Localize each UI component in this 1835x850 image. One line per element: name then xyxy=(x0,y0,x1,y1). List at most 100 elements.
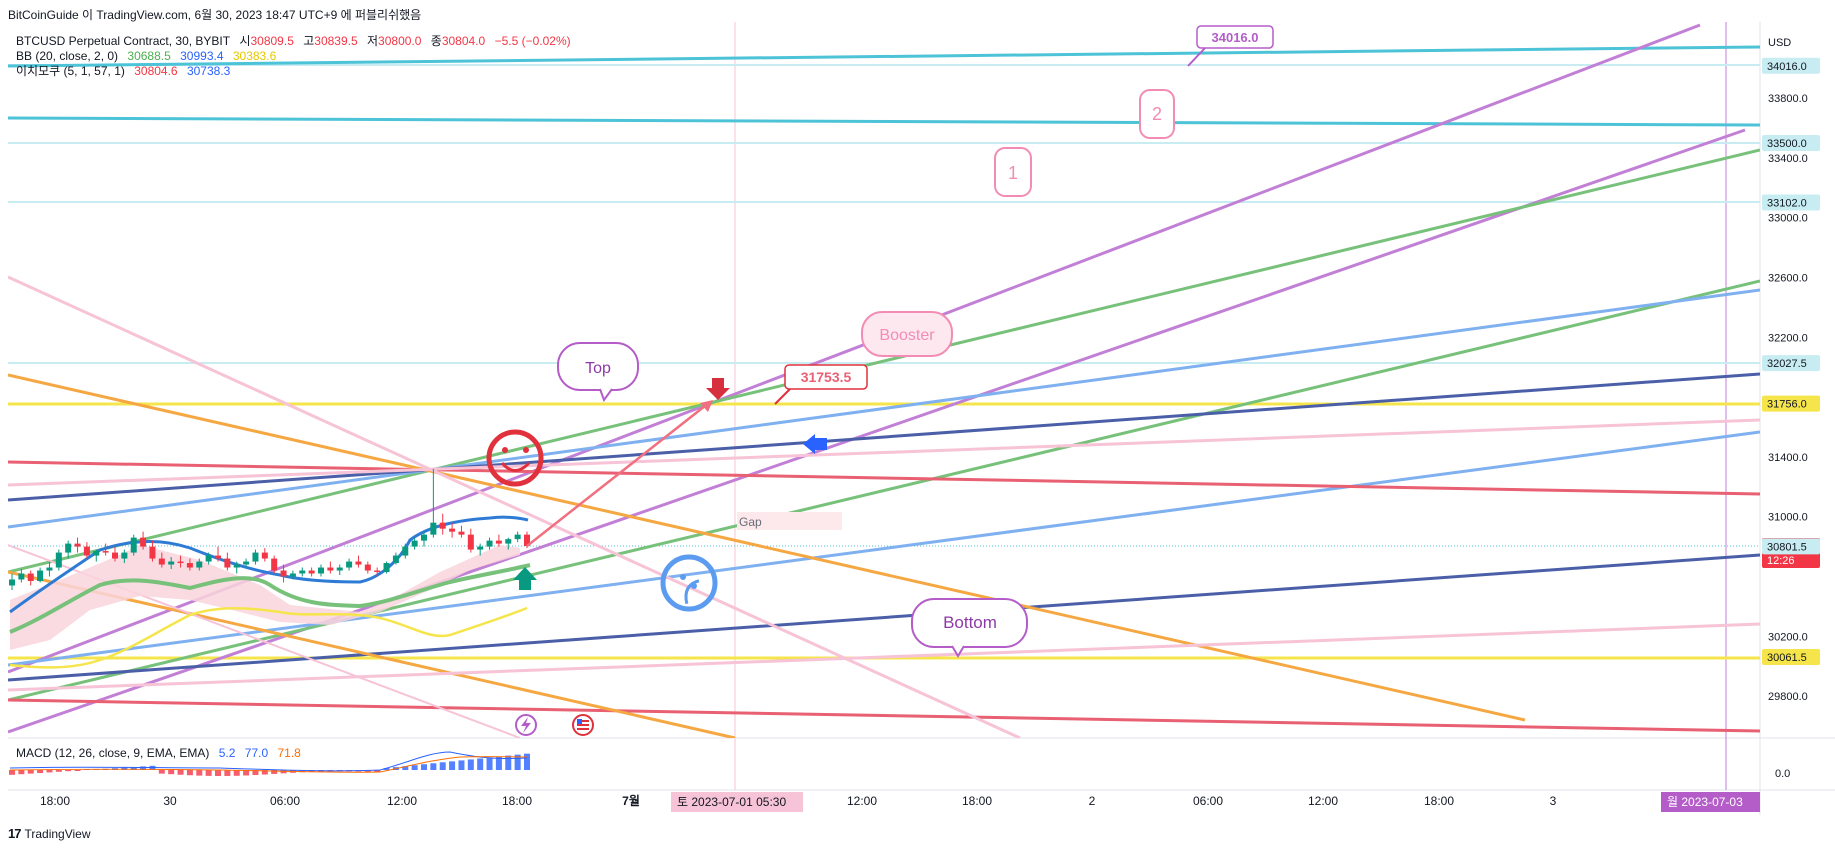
candle-body xyxy=(27,573,34,581)
trend-red-1 xyxy=(8,460,1760,496)
candle-body xyxy=(130,537,137,553)
ichimoku-row: 이치모쿠 (5, 1, 57, 1) 30804.6 30738.3 xyxy=(16,64,577,79)
wave-2-label: 2 xyxy=(1139,89,1175,139)
trend-pink-2 xyxy=(8,418,1760,487)
price-badge xyxy=(1762,134,1820,151)
candle-body xyxy=(449,528,456,532)
candle-body xyxy=(355,561,362,565)
macd-bar xyxy=(224,770,231,776)
sad-face-icon xyxy=(660,554,718,612)
bb-row: BB (20, close, 2, 0) 30688.5 30993.4 303… xyxy=(16,49,577,64)
candle-body xyxy=(177,561,184,564)
macd-bar xyxy=(158,770,165,774)
macd-bar xyxy=(261,770,268,775)
time-badge xyxy=(671,792,803,812)
callout-target: 31753.5 xyxy=(774,364,868,405)
projection-arrowhead xyxy=(700,400,713,412)
price-tick: 31000.0 xyxy=(1768,512,1808,524)
tradingview-logo[interactable]: 17 xyxy=(8,826,22,841)
ichimoku-cloud xyxy=(10,545,520,650)
time-tick: 7월 xyxy=(622,793,640,808)
bb-basis-line xyxy=(9,563,531,634)
bb-upper-line xyxy=(9,515,529,614)
macd-value-3: 71.8 xyxy=(277,746,301,760)
macd-bar xyxy=(299,770,306,773)
time-tick: 06:00 xyxy=(1193,794,1223,808)
candle-body xyxy=(18,573,25,580)
ichimoku-value-1: 30804.6 xyxy=(134,64,178,78)
candle-body xyxy=(121,552,128,559)
ichimoku-label[interactable]: 이치모쿠 (5, 1, 57, 1) xyxy=(16,64,125,78)
trend-pink-3 xyxy=(8,622,1760,692)
candle-body xyxy=(102,551,109,553)
price-axis[interactable]: 33800.0 33400.0 33000.0 32600.0 32200.0 31400… xyxy=(1762,57,1820,703)
gap-label: Gap xyxy=(739,515,762,529)
us-flag-icon[interactable] xyxy=(572,714,594,736)
macd-bar xyxy=(364,770,371,772)
tradingview-brand[interactable]: TradingView xyxy=(24,826,91,841)
candle-body xyxy=(421,534,427,541)
trend-purple-1 xyxy=(8,23,1701,674)
macd-bar xyxy=(168,770,175,775)
ohlc-open: 시30809.5 xyxy=(239,34,294,48)
trend-cyan-2 xyxy=(8,116,1760,127)
booster-callout: Booster xyxy=(861,311,953,357)
ohlc-close: 종30804.0 xyxy=(430,34,486,48)
time-tick: 12:00 xyxy=(1308,794,1338,808)
price-tick: 33400.0 xyxy=(1768,153,1808,165)
bb-basis-value: 30688.5 xyxy=(127,49,171,63)
symbol-label[interactable]: BTCUSD Perpetual Contract, 30, BYBIT xyxy=(16,34,231,48)
price-tick: 33000.0 xyxy=(1768,213,1808,225)
candle-body xyxy=(271,558,278,571)
trend-pink-1 xyxy=(8,275,1021,738)
publish-header: BitCoinGuide 이 TradingView.com, 6월 30, 2… xyxy=(8,8,422,22)
time-axis[interactable]: 18:00 30 06:00 12:00 18:00 7월 12:00 18:00 2 06:00… xyxy=(40,792,1760,812)
footer: 17 TradingView xyxy=(8,826,91,841)
candle-body xyxy=(37,570,44,581)
candle-body xyxy=(74,543,81,547)
candle-body xyxy=(233,564,240,568)
macd-bar xyxy=(514,754,521,770)
trend-red-2 xyxy=(8,698,1760,733)
macd-bar xyxy=(458,760,465,770)
happy-face-icon xyxy=(486,429,544,487)
candle-body xyxy=(9,579,15,586)
macd-label[interactable]: MACD (12, 26, close, 9, EMA, EMA) xyxy=(16,746,210,760)
macd-bar xyxy=(177,770,184,775)
svg-text:1: 1 xyxy=(1008,163,1018,183)
svg-text:31753.5: 31753.5 xyxy=(801,369,852,385)
trend-blue-2 xyxy=(8,430,1760,667)
bb-label[interactable]: BB (20, close, 2, 0) xyxy=(16,49,119,63)
price-badge-countdown: 12:26 xyxy=(1767,555,1795,567)
lightning-icon[interactable] xyxy=(515,714,537,736)
candle-body xyxy=(55,552,62,568)
macd-bar xyxy=(505,755,512,770)
macd-bar xyxy=(215,770,221,776)
candle-body xyxy=(439,522,446,529)
time-tick: 18:00 xyxy=(40,794,70,808)
macd-bar xyxy=(467,759,474,770)
bb-lower-value: 30383.6 xyxy=(232,49,277,63)
candle-body xyxy=(83,546,90,556)
macd-axis-zero: 0.0 xyxy=(1775,768,1790,780)
price-badge xyxy=(1762,194,1820,211)
candle-body xyxy=(93,551,100,556)
candle-body xyxy=(458,531,465,535)
currency-label: USD xyxy=(1768,37,1791,49)
macd-bar xyxy=(495,756,502,770)
candle-body xyxy=(495,540,502,544)
macd-legend: MACD (12, 26, close, 9, EMA, EMA) 5.2 77… xyxy=(16,746,307,760)
price-tick: 33800.0 xyxy=(1768,93,1808,105)
signal-line xyxy=(9,756,528,773)
candle-body xyxy=(318,567,324,574)
candle-body xyxy=(346,561,353,568)
price-badge-label: 34016.0 xyxy=(1767,61,1807,73)
svg-text:Top: Top xyxy=(585,360,611,377)
macd-bar xyxy=(37,770,44,773)
trend-blue-1 xyxy=(8,288,1760,529)
svg-text:2: 2 xyxy=(1152,104,1162,124)
macd-bar xyxy=(449,761,456,770)
up-arrow-icon xyxy=(513,567,537,590)
macd-bar xyxy=(243,770,250,776)
